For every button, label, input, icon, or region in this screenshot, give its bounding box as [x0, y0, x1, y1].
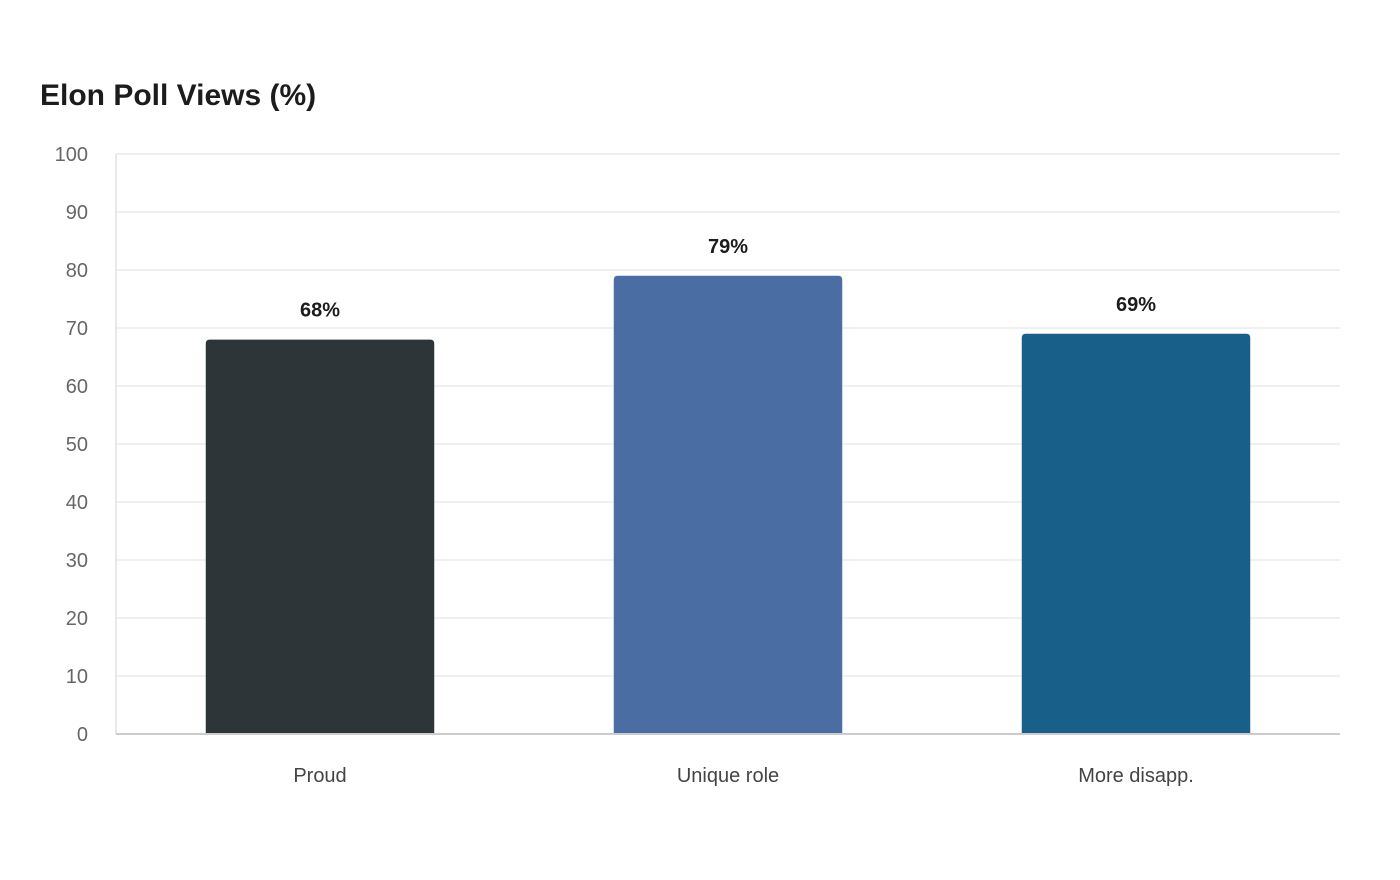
x-category-label: More disapp.	[1078, 765, 1194, 787]
data-label: 79%	[708, 236, 748, 258]
bar-proud	[205, 339, 435, 733]
y-tick-label: 10	[66, 666, 88, 688]
bars	[205, 275, 1251, 733]
y-tick-label: 40	[66, 492, 88, 514]
y-tick-label: 30	[66, 550, 88, 572]
y-tick-label: 80	[66, 260, 88, 282]
y-tick-label: 20	[66, 608, 88, 630]
y-tick-label: 70	[66, 318, 88, 340]
bar-more-disapp	[1021, 333, 1251, 733]
data-label: 68%	[300, 300, 340, 322]
labels: 0 10 20 30 40 50 60 70 80 90 100 68% Proud 79% Unique …	[55, 144, 1194, 787]
axes	[115, 154, 1340, 735]
y-tick-label: 50	[66, 434, 88, 456]
chart-title: Elon Poll Views (%)	[40, 79, 317, 112]
bar-unique-role	[613, 275, 843, 733]
y-tick-label: 90	[66, 202, 88, 224]
y-tick-label: 0	[77, 724, 88, 746]
y-tick-label: 60	[66, 376, 88, 398]
x-category-label: Proud	[293, 765, 346, 787]
x-category-label: Unique role	[677, 765, 779, 787]
y-tick-label: 100	[55, 144, 88, 166]
data-label: 69%	[1116, 294, 1156, 316]
